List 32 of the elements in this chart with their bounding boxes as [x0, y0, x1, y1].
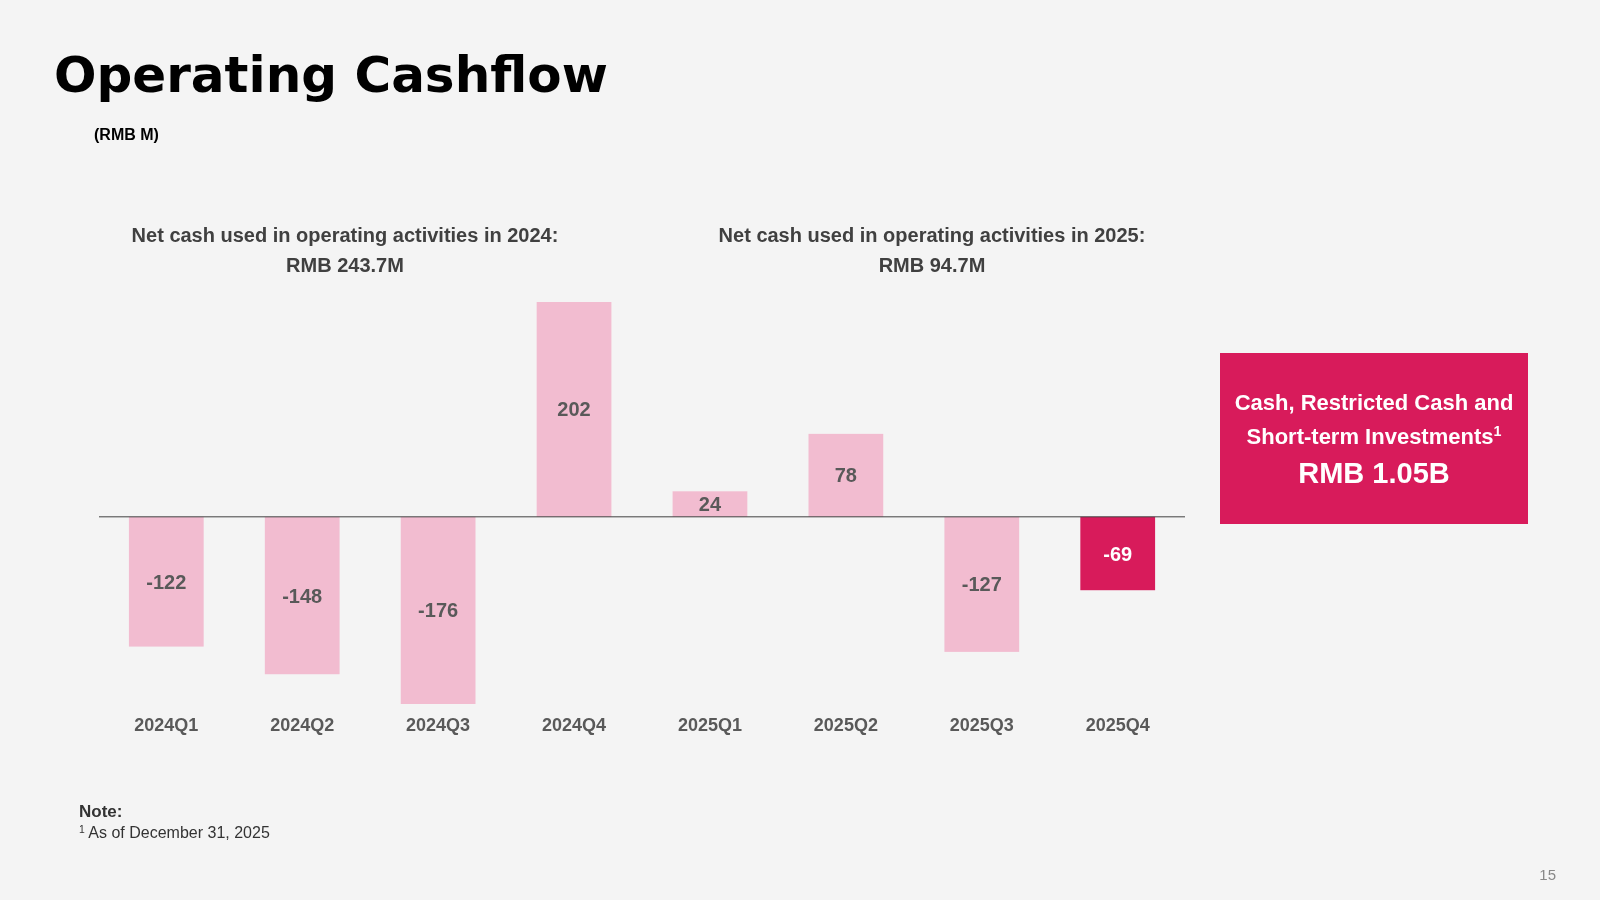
text: Cash, Restricted Cash and Short-term Investments$^{1}$	[1234, 390, 1514, 449]
bar	[128, 516, 204, 647]
x-tick-label: 2024Q4	[542, 715, 607, 735]
x-tick-label: 2025Q1	[677, 715, 742, 735]
x-tick-label: 2025Q3	[949, 715, 1014, 735]
data-label: -148	[282, 584, 323, 607]
x-tick-label: 2025Q2	[813, 715, 878, 735]
x-tick-label: 2025Q4	[1085, 715, 1150, 735]
text: $^{1}$ As of December 31, 2025	[79, 823, 270, 841]
bar	[400, 516, 476, 704]
chart-subtitle: (RMB M)	[94, 126, 159, 143]
chart-title: Operating Cashflow	[54, 46, 608, 104]
bar	[264, 516, 340, 675]
bar	[1080, 516, 1156, 591]
data-label: -176	[418, 599, 459, 622]
x-tick-label: 2024Q2	[270, 715, 335, 735]
data-label: -69	[1103, 542, 1133, 565]
data-label: 24	[698, 493, 722, 516]
bar	[808, 433, 884, 517]
bar	[944, 516, 1020, 652]
data-label: 202	[557, 398, 591, 421]
data-label: 78	[834, 464, 857, 487]
text: 15	[1539, 866, 1556, 883]
x-tick-label: 2024Q3	[406, 715, 471, 735]
text: Net cash used in operating activities in 2024: RMB 243.7M	[131, 224, 559, 276]
data-label: -122	[146, 570, 187, 593]
text: RMB 1.05B	[1298, 457, 1450, 489]
text: Note:	[79, 802, 123, 821]
text: Net cash used in operating activities in 2025: RMB 94.7M	[718, 224, 1146, 276]
x-tick-label: 2024Q1	[134, 715, 199, 735]
data-label: -127	[961, 573, 1002, 596]
bar	[536, 302, 612, 517]
